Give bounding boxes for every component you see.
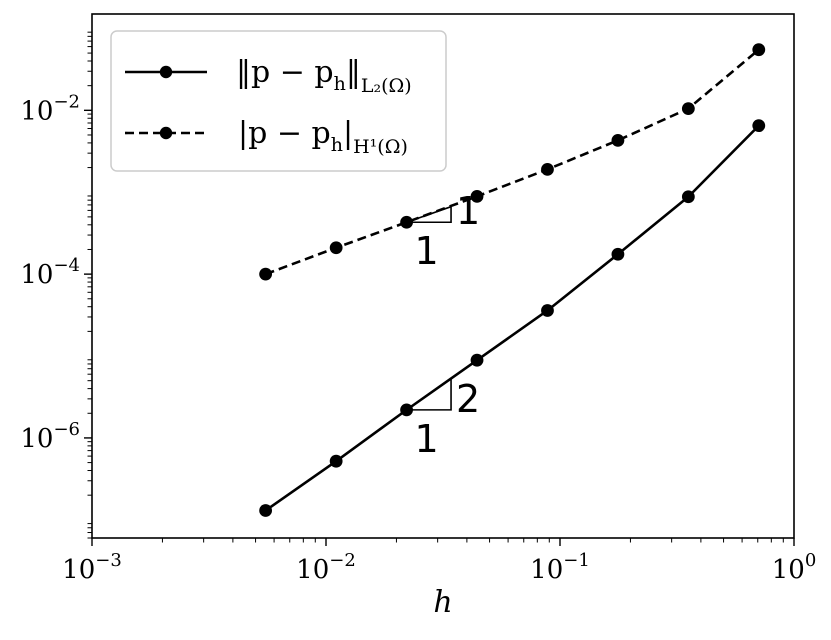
data-point xyxy=(681,102,695,115)
legend-box xyxy=(110,30,447,172)
data-point xyxy=(681,190,695,204)
plot-frame xyxy=(91,13,795,539)
data-point xyxy=(470,189,484,203)
data-point xyxy=(470,353,484,367)
x-tick-label: 10−3 xyxy=(62,550,122,585)
x-axis-ticks: 10−3 10−2 10−1 100 xyxy=(62,538,816,585)
x-tick-label: 100 xyxy=(772,550,817,585)
x-tick-label: 10−1 xyxy=(530,550,590,585)
y-tick-label: 10−6 xyxy=(20,419,80,454)
data-point xyxy=(611,247,625,261)
series-line-l2-error xyxy=(264,124,760,512)
x-axis-label: h xyxy=(433,585,452,620)
data-point xyxy=(329,454,343,468)
legend-label-h1: |p − ph|H¹(Ω) xyxy=(238,116,408,158)
slope-run-label: 1 xyxy=(415,229,439,273)
legend-marker-h1 xyxy=(159,126,173,140)
slope-triangle xyxy=(406,205,452,224)
slope-run-label: 1 xyxy=(415,417,439,461)
data-point xyxy=(752,43,766,57)
legend-marker-l2 xyxy=(159,65,173,79)
data-point xyxy=(259,267,273,281)
series-line-h1-error xyxy=(265,48,760,276)
data-point xyxy=(329,241,343,255)
slope-rise-label: 1 xyxy=(456,189,480,233)
legend-label-l2: ‖p − ph‖L₂(Ω) xyxy=(236,55,412,97)
data-point xyxy=(541,304,554,317)
slope-triangle xyxy=(404,377,452,411)
data-point xyxy=(611,133,625,147)
series-layer xyxy=(259,43,766,517)
slope-rise-label: 2 xyxy=(456,377,480,421)
y-tick-label: 10−2 xyxy=(20,91,80,126)
data-point xyxy=(541,162,554,176)
x-tick-label: 10−2 xyxy=(296,550,356,585)
data-point xyxy=(752,119,766,133)
data-point xyxy=(259,504,273,517)
legend: ‖p − ph‖L₂(Ω) |p − ph|H¹(Ω) xyxy=(110,30,447,172)
y-tick-label: 10−4 xyxy=(20,255,80,290)
y-axis-ticks: 10−6 10−4 10−2 xyxy=(20,31,92,539)
